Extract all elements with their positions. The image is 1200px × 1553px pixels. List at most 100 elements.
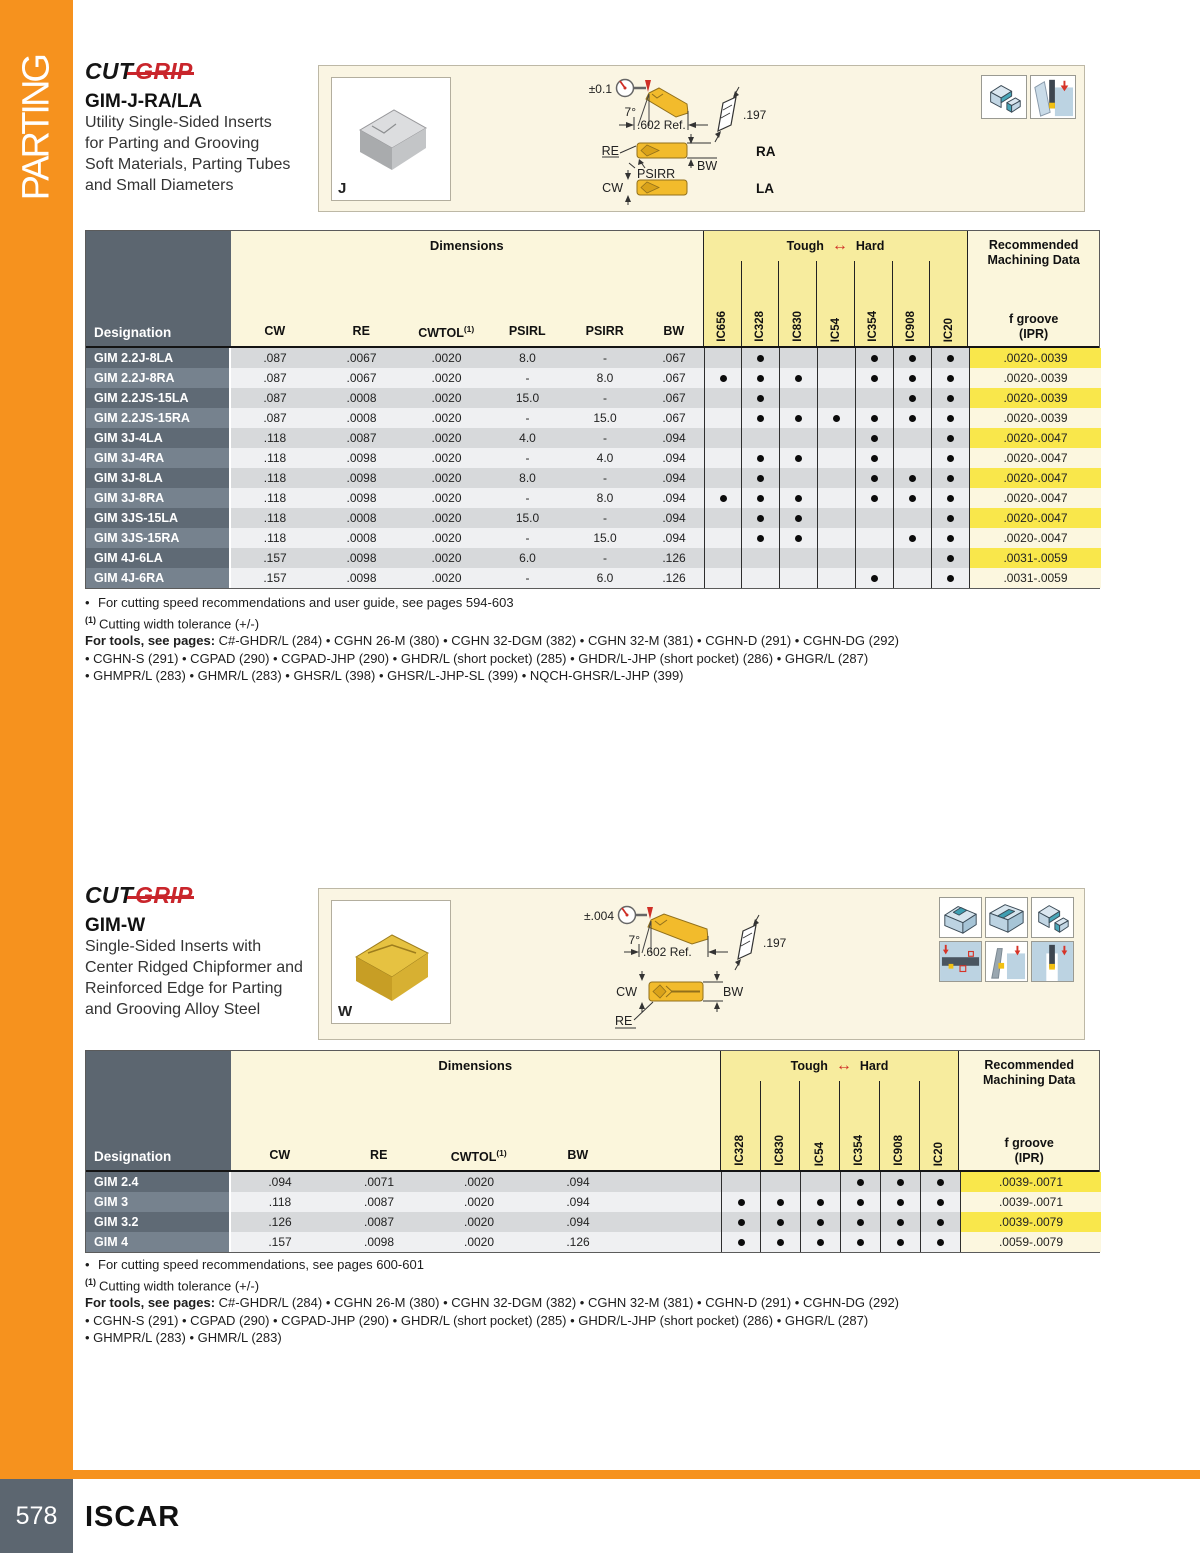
filler-cell: [627, 1192, 721, 1212]
grade-cell: [704, 448, 742, 468]
fgroove-cell: .0039-.0071: [961, 1192, 1101, 1212]
tough-hard-scale: Tough ↔ Hard: [786, 237, 885, 254]
grade-cell: [704, 508, 742, 528]
dimension-cell: .0020: [404, 368, 489, 388]
cw-label: CW: [616, 985, 637, 999]
sidebar-label: PARTING: [15, 56, 57, 201]
fgroove-cell: .0020-.0039: [970, 388, 1101, 408]
dimension-cell: .157: [231, 1232, 329, 1252]
grade-label: IC656: [716, 311, 729, 342]
grade-cell: [761, 1192, 801, 1212]
bw-label: BW: [723, 985, 743, 999]
grade-cell: [932, 408, 970, 428]
dimension-cell: 4.0: [489, 428, 566, 448]
tools-note-line: For tools, see pages: C#-GHDR/L (284) • …: [85, 633, 900, 649]
table-row: GIM 2.4.094.0071.0020.094.0039-.0071: [86, 1172, 1101, 1192]
grade-cell: [856, 468, 894, 488]
col-label-psirl: PSIRL: [508, 323, 546, 338]
parting-cubes-icon: [1031, 897, 1074, 938]
dimension-cell: .0087: [329, 1212, 429, 1232]
dimension-cell: .094: [529, 1212, 627, 1232]
dimension-column-labels: CW RE CWTOL(1) PSIRL PSIRR BW: [231, 324, 703, 346]
grade-cell: [780, 448, 818, 468]
dimension-cell: .118: [231, 508, 319, 528]
grade-dot: [947, 354, 954, 362]
grade-cell: [818, 568, 856, 588]
grade-cell: [780, 528, 818, 548]
fgroove-cell: .0020-.0039: [970, 408, 1101, 428]
dimension-cell: 15.0: [566, 408, 644, 428]
dimension-cell: 8.0: [489, 348, 566, 368]
dimension-cell: .067: [644, 348, 704, 368]
dimension-cell: .0008: [319, 528, 404, 548]
dimension-column-labels: CW RE CWTOL(1) BW: [231, 1148, 720, 1170]
speed-note: • For cutting speed recommendations, see …: [85, 1257, 424, 1272]
dimension-cell: 15.0: [489, 508, 566, 528]
dimensions-title: Dimensions: [438, 1058, 513, 1073]
grade-cell: [742, 568, 780, 588]
grade-dot: [871, 574, 878, 582]
grade-dot: [947, 434, 954, 442]
grade-cell: [856, 508, 894, 528]
dimension-cell: .0087: [319, 428, 404, 448]
grade-cell: [932, 568, 970, 588]
table-row: GIM 3.118.0087.0020.094 .0039-.0071: [86, 1192, 1101, 1212]
grade-dot: [947, 534, 954, 542]
dimension-cell: -: [566, 428, 644, 448]
grade-dot: [909, 354, 916, 362]
dimension-cell: 4.0: [566, 448, 644, 468]
grade-column: IC830: [761, 1081, 801, 1170]
grade-cell: [742, 348, 780, 368]
dimension-cell: .067: [644, 368, 704, 388]
grade-dot: [795, 374, 802, 382]
grade-cell: [780, 508, 818, 528]
grade-dot: [947, 454, 954, 462]
grade-cell: [881, 1212, 921, 1232]
grade-dot: [871, 354, 878, 362]
col-label-bw: BW: [663, 323, 685, 338]
photo-letter: J: [338, 180, 347, 197]
dimension-cell: .0020: [429, 1232, 529, 1252]
grade-cell: [704, 528, 742, 548]
grade-cell: [721, 1212, 761, 1232]
grades-header-group: Tough ↔ Hard IC328 IC830 IC54 IC354 IC90…: [719, 1051, 960, 1170]
grade-cell: [742, 508, 780, 528]
grade-dot: [737, 1218, 745, 1226]
designation-cell: GIM 3J-8LA: [86, 468, 231, 488]
table-row: GIM 3JS-15RA .118.0008.0020-15.0.094 .0020…: [86, 528, 1101, 548]
fgroove-cell: .0020-.0047: [970, 448, 1101, 468]
grade-dot: [777, 1198, 784, 1206]
grade-dot: [757, 414, 764, 422]
grade-cell: [932, 508, 970, 528]
tolerance-label: ±.004: [584, 909, 614, 923]
thickness-label: .197: [763, 936, 787, 950]
grade-cell: [742, 468, 780, 488]
col-label-psirr: PSIRR: [585, 323, 624, 338]
grade-column: IC656: [704, 261, 742, 346]
grade-cell: [704, 568, 742, 588]
designation-cell: GIM 3J-4RA: [86, 448, 231, 468]
dimension-cell: .087: [231, 408, 319, 428]
grade-cell: [856, 548, 894, 568]
application-icons: [981, 75, 1076, 119]
fgroove-cell: .0020-.0047: [970, 508, 1101, 528]
grade-dot: [757, 514, 764, 522]
grade-cell: [894, 488, 932, 508]
grade-cell: [921, 1232, 961, 1252]
grade-column: IC908: [880, 1081, 920, 1170]
dimension-cell: .094: [644, 448, 704, 468]
grade-cell: [894, 408, 932, 428]
dimension-cell: .0087: [329, 1192, 429, 1212]
table-row: GIM 4J-6LA .157.0098.0020 6.0- .126 .0031-.0…: [86, 548, 1101, 568]
grade-column: IC908: [893, 261, 931, 346]
grade-dot: [777, 1218, 784, 1226]
dimension-cell: .126: [231, 1212, 329, 1232]
fgroove-cell: .0020-.0047: [970, 468, 1101, 488]
col-label-cw: CW: [264, 323, 286, 338]
tools-note-line: • GHMPR/L (283) • GHMR/L (283): [85, 1330, 282, 1346]
table-header: Designation Dimensions CW RE CWTOL(1) BW…: [86, 1051, 1100, 1172]
grade-dot: [795, 414, 802, 422]
filler-cell: [627, 1212, 721, 1232]
dimension-cell: .067: [644, 408, 704, 428]
grade-column: IC328: [721, 1081, 761, 1170]
